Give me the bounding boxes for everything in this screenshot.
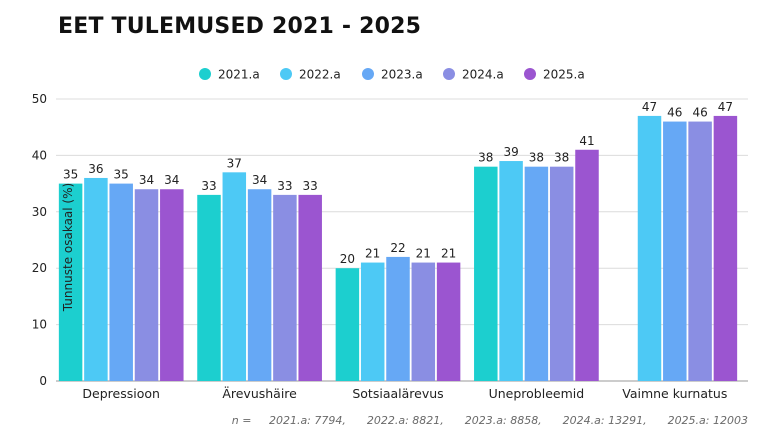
y-tick-label: 50 [32,92,47,106]
bar [575,149,599,381]
bar-value-label: 38 [529,151,544,165]
y-tick-label: 40 [32,148,47,162]
bar [474,166,498,381]
bar-value-label: 36 [88,162,103,176]
bar-value-label: 47 [642,100,657,114]
bar [160,189,184,381]
bar-value-label: 46 [667,106,682,120]
y-tick-label: 20 [32,261,47,275]
bar [134,189,159,381]
bar [58,183,83,381]
bar-value-label: 46 [692,106,707,120]
y-tick-label: 10 [32,318,47,332]
y-axis-label: Tunnuste osakaal (%) [61,182,76,312]
legend-marker [443,68,455,80]
legend-label: 2025.a [543,68,585,82]
bar-value-label: 33 [303,179,318,193]
bar [663,121,687,381]
bar-value-label: 39 [503,145,518,159]
bar-value-label: 35 [63,168,78,182]
bar [84,177,108,381]
x-tick-label: Vaimne kurnatus [622,386,727,401]
bar [436,262,461,381]
x-tick-label: Depressioon [82,386,160,401]
legend-marker [362,68,374,80]
bar [298,194,322,381]
bar [688,121,712,381]
bar-value-label: 37 [227,156,242,170]
legend-label: 2021.a [218,68,260,82]
chart-title: EET TULEMUSED 2021 - 2025 [58,14,422,39]
legend-label: 2024.a [462,68,504,82]
bar-value-label: 38 [554,151,569,165]
bar [109,183,133,381]
bar-value-label: 21 [441,247,456,261]
bar [197,194,221,381]
bar-value-label: 20 [340,252,355,266]
bar [360,262,385,381]
bar-value-label: 34 [164,173,179,187]
bar-value-label: 35 [114,168,129,182]
bar-value-label: 34 [252,173,267,187]
bar [247,189,272,381]
bar-value-label: 34 [139,173,154,187]
y-tick-label: 30 [32,205,47,219]
bar-value-label: 33 [277,179,292,193]
y-tick-label: 0 [39,374,47,388]
legend-label: 2022.a [299,68,341,82]
x-tick-label: Sotsiaalärevus [352,386,443,401]
bar-value-label: 41 [579,134,594,148]
bar-value-label: 38 [478,151,493,165]
bar [637,115,662,382]
x-tick-label: Ärevushäire [222,386,297,401]
bar [713,115,738,382]
x-tick-label: Uneprobleemid [489,386,585,401]
legend-marker [280,68,292,80]
bar-value-label: 47 [718,100,733,114]
bar [386,256,410,381]
bar-value-label: 33 [201,179,216,193]
bar [273,194,297,381]
bar-value-label: 21 [416,247,431,261]
bar [335,268,360,381]
legend-label: 2023.a [381,68,423,82]
legend-marker [199,68,211,80]
bar-value-label: 22 [390,241,405,255]
bar [222,172,247,381]
bar [524,166,549,381]
bar [549,166,574,381]
bar-value-label: 21 [365,247,380,261]
bar [411,262,436,381]
bar [499,161,523,381]
sample-size-footnote: n = 2021.a: 7794, 2022.a: 8821, 2023.a: … [231,414,748,427]
legend-marker [524,68,536,80]
